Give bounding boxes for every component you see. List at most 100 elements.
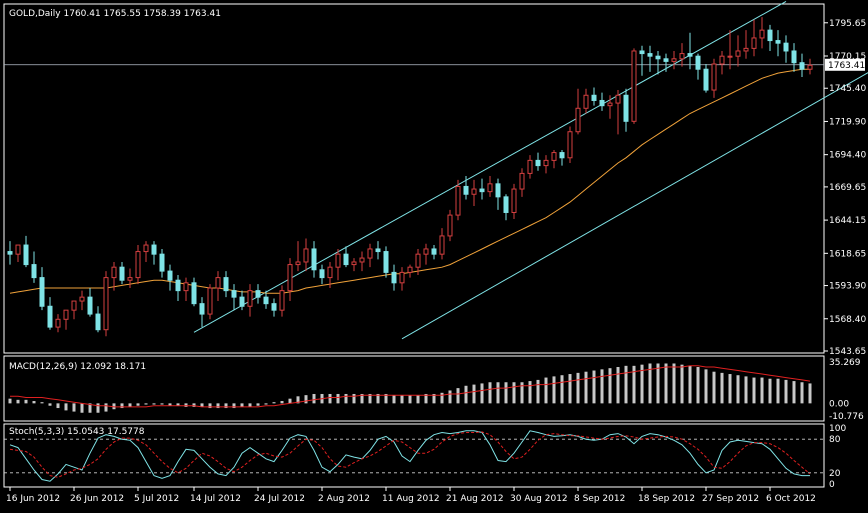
candle [207, 284, 213, 320]
x-tick-label: 6 Oct 2012 [766, 494, 816, 504]
candle-body [711, 63, 717, 91]
candle [303, 238, 309, 272]
macd-histogram-bar [472, 384, 476, 404]
candle-body [423, 248, 429, 255]
macd-histogram-bar [248, 403, 252, 407]
macd-histogram-bar [720, 372, 724, 404]
candle-body [511, 188, 517, 213]
candle [335, 248, 341, 281]
candle-body [775, 40, 781, 44]
macd-histogram-bar [432, 393, 436, 404]
macd-histogram-bar [184, 403, 188, 407]
candle-body [199, 303, 205, 315]
candle-body [783, 42, 789, 52]
candle [343, 246, 349, 268]
candle [479, 178, 485, 200]
candle [807, 58, 813, 75]
candle [71, 300, 77, 320]
candle [127, 268, 133, 289]
candle [567, 126, 573, 163]
candle-body [223, 277, 229, 292]
macd-histogram-bar [448, 390, 452, 404]
candle-body [447, 214, 453, 237]
macd-histogram-bar [408, 395, 412, 404]
candle [103, 271, 109, 337]
stoch-tick-label: 0 [829, 480, 835, 490]
price-tick-label: 1568.40 [829, 315, 866, 325]
candle [159, 248, 165, 278]
candle [55, 314, 61, 333]
candle-body [487, 183, 493, 193]
macd-histogram-bar [344, 393, 348, 404]
candle-body [463, 185, 469, 195]
candle [407, 264, 413, 278]
candle-body [247, 290, 253, 307]
candle [639, 45, 645, 76]
macd-histogram-bar [280, 401, 284, 404]
candle-body [743, 47, 749, 52]
price-tick-label: 1719.90 [829, 117, 866, 127]
candle-body [31, 264, 37, 279]
macd-histogram-bar [752, 377, 756, 404]
candle-body [679, 53, 685, 60]
candle-body [503, 196, 509, 213]
candle-body [791, 50, 797, 64]
x-tick-label: 26 Jun 2012 [70, 494, 124, 504]
candle [143, 241, 149, 262]
macd-panel-frame [3, 355, 825, 422]
candle [791, 43, 797, 72]
candle [759, 17, 765, 49]
candle-body [335, 253, 341, 268]
candle-body [367, 248, 373, 259]
candle [455, 179, 461, 221]
x-tick-label: 5 Jul 2012 [134, 494, 179, 504]
candle-body [295, 261, 301, 266]
price-tick-label: 1644.15 [829, 216, 866, 226]
candle [167, 264, 173, 291]
candle-body [47, 305, 53, 328]
candle [559, 149, 565, 166]
macd-header: MACD(12,26,9) 12.092 18.171 [9, 362, 146, 372]
stoch-tick-label: 80 [829, 435, 841, 445]
macd-histogram-bar [200, 403, 204, 407]
macd-histogram-bar [424, 393, 428, 404]
macd-histogram-bar [256, 403, 260, 406]
candle-body [559, 152, 565, 159]
current-price-box [825, 58, 865, 71]
candle [487, 176, 493, 197]
macd-histogram-bar [384, 393, 388, 404]
macd-histogram-bar [8, 398, 12, 404]
x-tick-label: 14 Jul 2012 [190, 494, 241, 504]
candle-body [135, 251, 141, 279]
macd-histogram-bar [112, 403, 116, 410]
macd-histogram-bar [224, 403, 228, 409]
candle [631, 48, 637, 124]
candle [535, 152, 541, 171]
x-tick-label: 30 Aug 2012 [510, 494, 568, 504]
candle [135, 245, 141, 285]
candle [703, 64, 709, 93]
macd-histogram-bar [416, 395, 420, 404]
candle [87, 288, 93, 317]
candle [191, 277, 197, 307]
channel-line-upper [193, 1, 787, 333]
price-tick-label: 1669.65 [829, 183, 866, 193]
stoch-signal-line [9, 431, 811, 478]
candle [471, 179, 477, 206]
macd-histogram-bar [608, 368, 612, 404]
candle [495, 178, 501, 210]
macd-histogram-bar [376, 393, 380, 404]
macd-tick-label: -10.776 [829, 412, 864, 422]
macd-histogram-bar [552, 376, 556, 404]
macd-histogram-bar [192, 403, 196, 407]
macd-histogram-bar [96, 403, 100, 413]
candle-body [599, 99, 605, 107]
macd-histogram-bar [120, 403, 124, 409]
candle-body [615, 94, 621, 104]
candle [31, 251, 37, 283]
macd-histogram-bar [512, 382, 516, 404]
candle [375, 241, 381, 260]
macd-histogram-bar [480, 383, 484, 404]
candle-body [359, 257, 365, 263]
macd-histogram-bar [520, 382, 524, 404]
